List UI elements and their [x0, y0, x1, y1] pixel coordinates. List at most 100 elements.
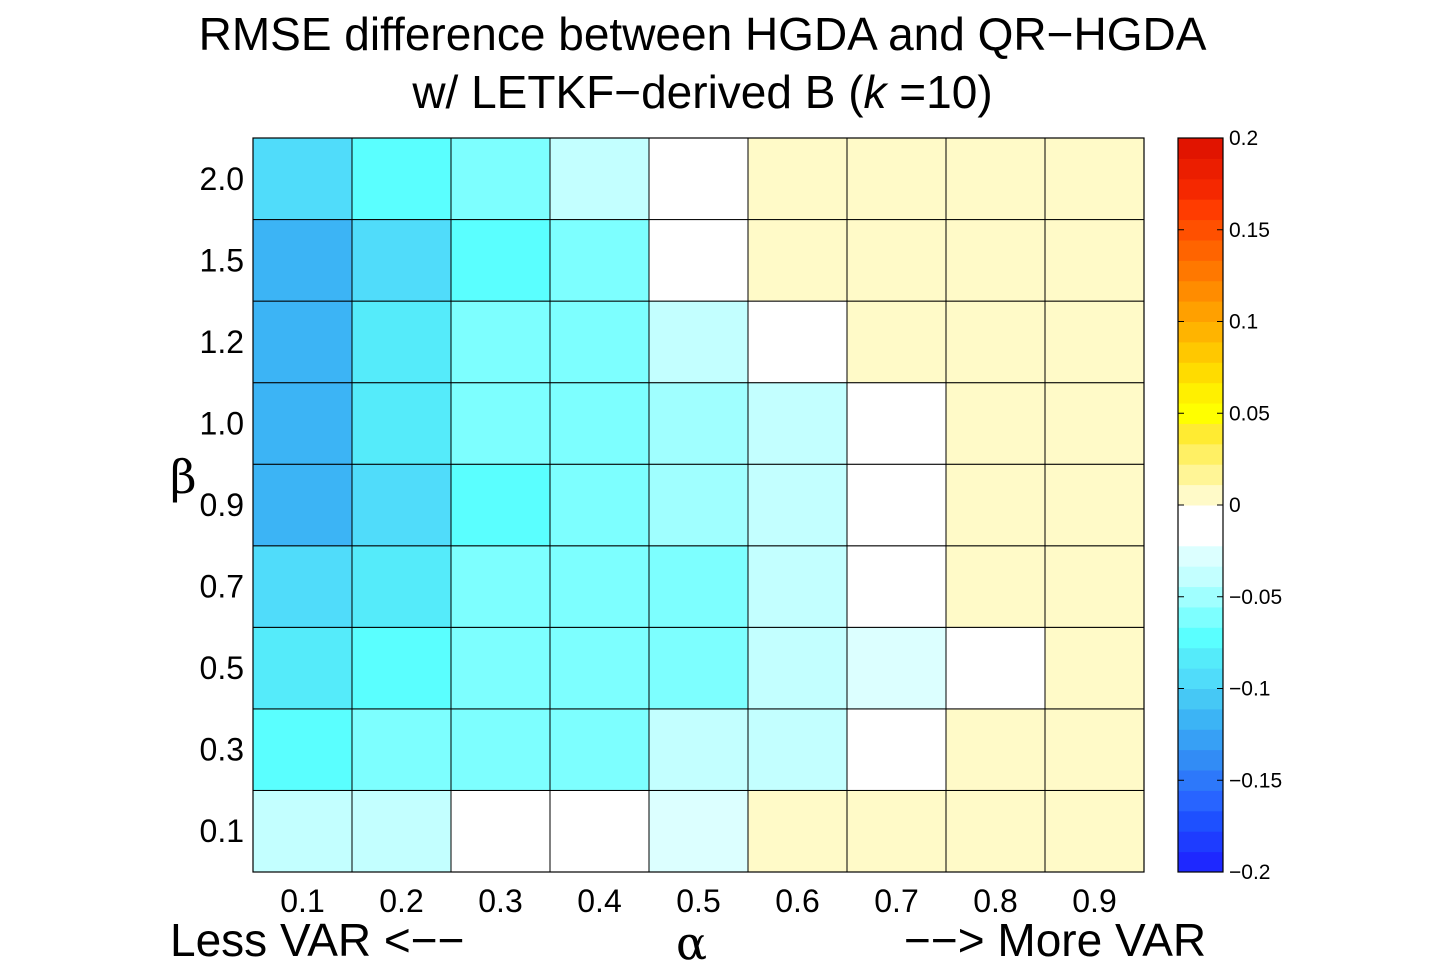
y-tick-label: 0.1 — [200, 813, 244, 849]
heatmap-cell — [648, 219, 749, 302]
colorbar-segment — [1178, 647, 1223, 669]
colorbar-segment — [1178, 464, 1223, 486]
heatmap-cell — [1044, 137, 1145, 221]
heatmap-cell — [747, 708, 848, 791]
heatmap-cell — [450, 382, 551, 465]
colorbar-segment — [1178, 260, 1223, 282]
colorbar-segment — [1178, 138, 1223, 159]
colorbar-segment — [1178, 668, 1223, 689]
x-tick-label: 0.2 — [379, 883, 423, 919]
heatmap-cell — [252, 626, 353, 710]
colorbar-tick-label: 0.1 — [1229, 311, 1258, 334]
heatmap-cell — [846, 708, 947, 791]
y-tick-label: 1.2 — [200, 324, 244, 360]
colorbar-segment — [1178, 545, 1223, 567]
colorbar-segment — [1178, 199, 1223, 221]
colorbar-segment — [1178, 790, 1223, 812]
x-tick-label: 0.6 — [775, 883, 819, 919]
heatmap-cell — [351, 219, 452, 302]
colorbar-tick-label: −0.15 — [1229, 769, 1282, 792]
x-axis-label: α — [676, 916, 708, 970]
heatmap-cell — [846, 545, 947, 628]
colorbar-segment — [1178, 382, 1223, 404]
heatmap-cell — [747, 300, 848, 384]
heatmap-cell — [351, 463, 452, 547]
colorbar-segment — [1178, 484, 1223, 506]
heatmap-cell — [1044, 708, 1145, 791]
heatmap-cell — [945, 789, 1046, 873]
colorbar-tick-label: −0.1 — [1229, 678, 1270, 701]
heatmap-cell — [450, 708, 551, 791]
heatmap-cell — [945, 300, 1046, 384]
heatmap-cell — [846, 789, 947, 873]
colorbar-segment — [1178, 851, 1223, 873]
heatmap-cell — [252, 708, 353, 791]
heatmap-cell — [1044, 789, 1145, 873]
colorbar-segment — [1178, 443, 1223, 465]
heatmap-cell — [945, 219, 1046, 302]
heatmap-cell — [351, 545, 452, 628]
heatmap-cell — [549, 626, 650, 710]
colorbar-segment — [1178, 729, 1223, 751]
heatmap-cell — [450, 626, 551, 710]
heatmap-cell — [351, 300, 452, 384]
heatmap-cell — [549, 300, 650, 384]
colorbar-segment — [1178, 301, 1223, 322]
y-tick-label: 0.7 — [200, 569, 244, 605]
colorbar-tick-label: −0.05 — [1229, 586, 1282, 609]
y-tick-label: 2.0 — [200, 161, 244, 197]
colorbar-segment — [1178, 321, 1223, 343]
y-axis-label: β — [170, 450, 197, 504]
colorbar-segment — [1178, 810, 1223, 832]
heatmap-cell — [648, 137, 749, 221]
heatmap-cell — [846, 137, 947, 221]
colorbar-segment — [1178, 403, 1223, 424]
title-k-variable: k — [863, 66, 887, 118]
heatmap-cell — [549, 137, 650, 221]
colorbar-segment — [1178, 423, 1223, 445]
heatmap-cell — [450, 137, 551, 221]
heatmap-cell — [252, 382, 353, 465]
heatmap-cell — [846, 382, 947, 465]
colorbar-segment — [1178, 158, 1223, 180]
heatmap-cell — [351, 708, 452, 791]
heatmap-cell — [747, 626, 848, 710]
heatmap-cell — [1044, 545, 1145, 628]
heatmap-cell — [351, 382, 452, 465]
x-tick-label: 0.1 — [280, 883, 324, 919]
heatmap-cell — [549, 219, 650, 302]
heatmap-cell — [747, 545, 848, 628]
y-tick-label: 0.3 — [200, 732, 244, 768]
colorbar-segment — [1178, 505, 1223, 526]
colorbar-segment — [1178, 586, 1223, 608]
heatmap-cell — [1044, 463, 1145, 547]
heatmap-cell — [846, 219, 947, 302]
heatmap-cell — [945, 382, 1046, 465]
x-tick-label: 0.3 — [478, 883, 522, 919]
heatmap-cell — [450, 545, 551, 628]
chart-title-line-1: RMSE difference between HGDA and QR−HGDA — [198, 8, 1207, 60]
heatmap-cell — [747, 382, 848, 465]
colorbar-segment — [1178, 566, 1223, 588]
less-var-annotation: Less VAR <−− — [170, 914, 465, 966]
heatmap-cell — [549, 382, 650, 465]
colorbar-tick-label: −0.2 — [1229, 861, 1270, 884]
heatmap-cell — [747, 789, 848, 873]
colorbar-tick-label: 0.15 — [1229, 219, 1270, 242]
heatmap-cell — [351, 626, 452, 710]
heatmap-cell — [945, 137, 1046, 221]
colorbar-segment — [1178, 831, 1223, 853]
plot-frame — [252, 137, 1145, 873]
colorbar-segment — [1178, 708, 1223, 730]
more-var-annotation: −−> More VAR — [904, 914, 1207, 966]
heatmap-cell — [252, 463, 353, 547]
x-tick-label: 0.5 — [676, 883, 720, 919]
heatmap-cell — [648, 463, 749, 547]
heatmap-cell — [351, 137, 452, 221]
colorbar-segment — [1178, 219, 1223, 241]
heatmap-cell — [945, 545, 1046, 628]
colorbar-segment — [1178, 239, 1223, 261]
colorbar-segment — [1178, 749, 1223, 771]
heatmap-cell — [648, 545, 749, 628]
